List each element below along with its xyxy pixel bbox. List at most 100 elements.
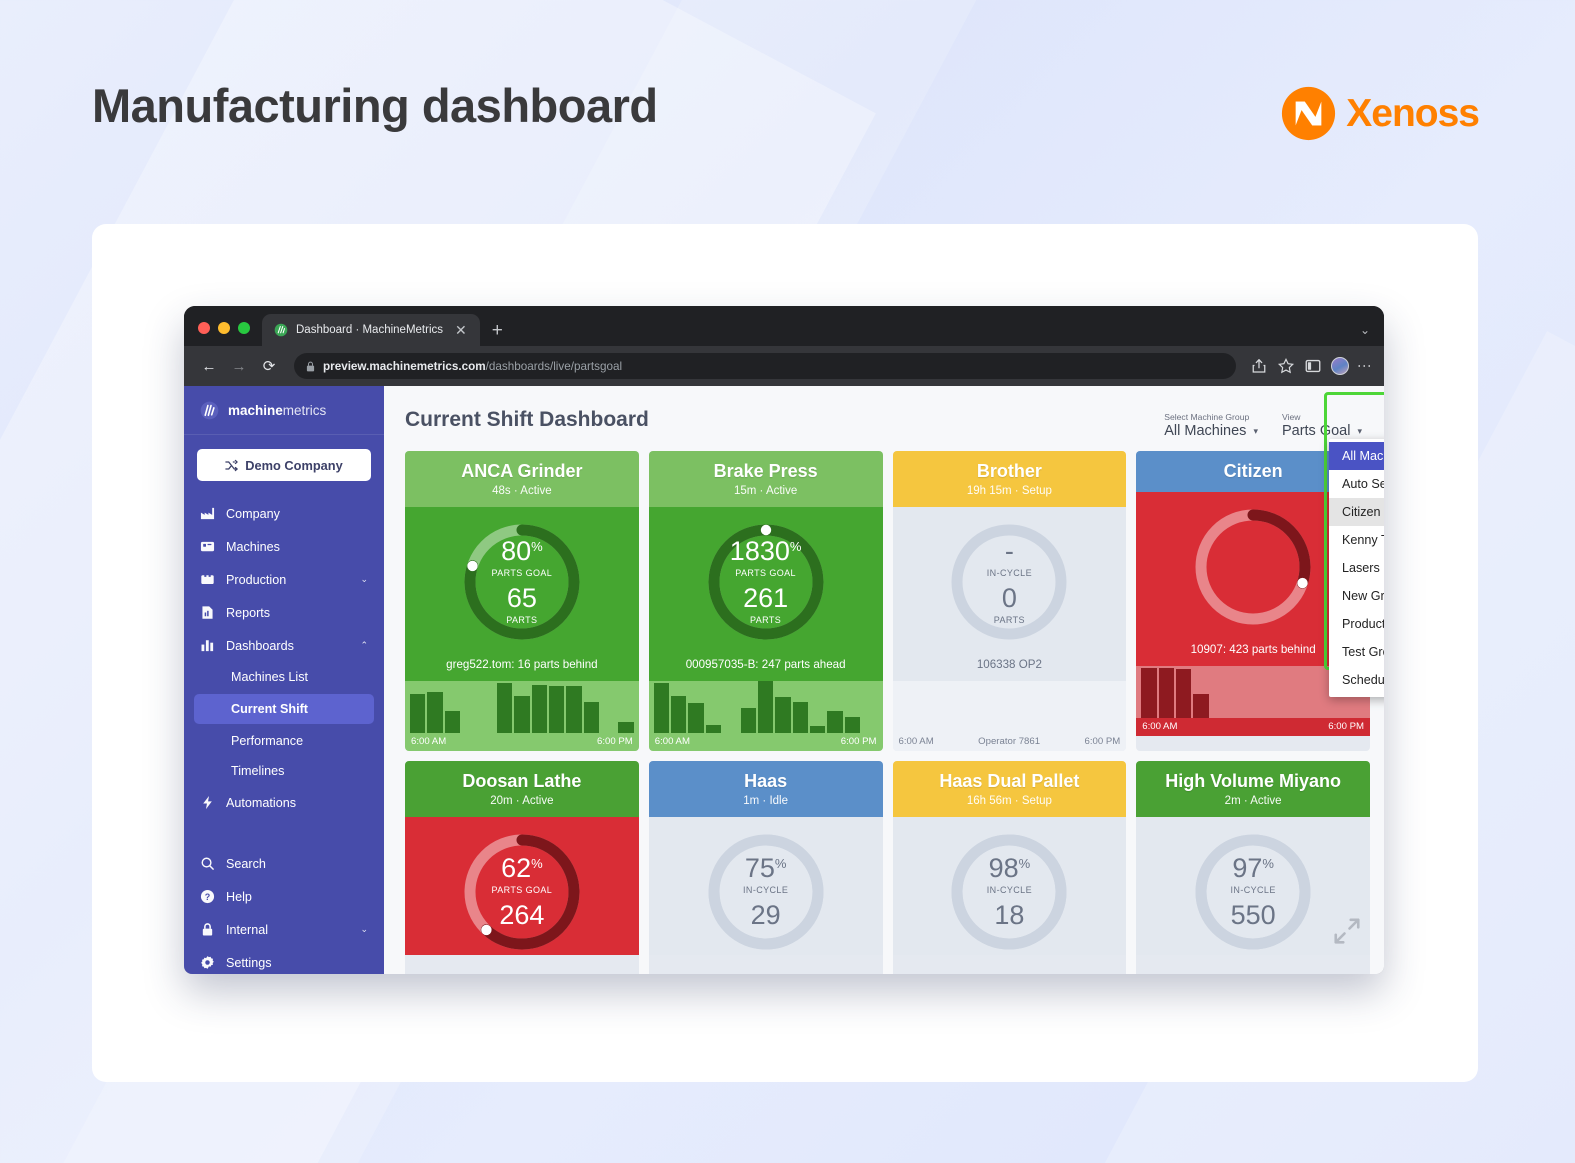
gauge-percent-value: - xyxy=(1004,536,1014,567)
sidebar-item-timelines[interactable]: Timelines xyxy=(231,764,285,778)
machine-name: High Volume Miyano xyxy=(1165,770,1341,791)
parts-goal-gauge xyxy=(1190,504,1316,630)
machine-icon xyxy=(200,541,215,552)
chevron-up-icon: ⌃ xyxy=(360,640,368,650)
sparkline-bar xyxy=(514,696,530,733)
machine-name: Brake Press xyxy=(713,461,818,481)
gauge-label: PARTS GOAL xyxy=(491,884,553,895)
machine-group-select[interactable]: Select Machine Group All Machines ▾ xyxy=(1164,412,1258,439)
sparkline-bar xyxy=(844,717,861,733)
shift-end-time: 6:00 PM xyxy=(1328,720,1364,732)
gauge-percent: 75% xyxy=(745,854,787,882)
minimize-window-button[interactable] xyxy=(218,322,230,334)
machine-group-value-text: All Machines xyxy=(1164,423,1247,439)
reload-button[interactable]: ⟳ xyxy=(262,358,276,375)
sidebar-item-internal[interactable]: Internal ⌄ xyxy=(184,913,384,946)
machine-card[interactable]: Brother 19h 15m · Setup - IN-CYCLE 0 PARTS 106… xyxy=(892,451,1127,751)
dropdown-option[interactable]: Citizen xyxy=(1329,498,1384,526)
dropdown-option[interactable]: Kenny Test xyxy=(1342,533,1384,547)
sidebar-item-label: Internal xyxy=(226,922,269,937)
gauge-percent-unit: % xyxy=(1262,855,1274,871)
sidebar-item-settings[interactable]: Settings xyxy=(184,946,384,974)
avatar[interactable] xyxy=(1331,357,1349,375)
chevron-down-icon[interactable]: ⌄ xyxy=(1359,323,1370,337)
gauge-arc xyxy=(708,524,824,640)
new-tab-button[interactable]: + xyxy=(491,320,503,341)
machine-card[interactable]: ANCA Grinder 48s · Active 80% PARTS GOAL 65 P… xyxy=(405,451,639,751)
dropdown-option[interactable]: Test Group xyxy=(1342,645,1384,659)
maximize-window-button[interactable] xyxy=(238,322,250,334)
parts-goal-gauge: 80% PARTS GOAL 65 PARTS xyxy=(459,519,585,645)
gauge-label: IN-CYCLE xyxy=(743,884,789,895)
dashboard-header: Current Shift Dashboard Select Machine G… xyxy=(384,386,1384,439)
view-select[interactable]: View Parts Goal ▾ xyxy=(1282,412,1362,439)
view-value[interactable]: Parts Goal ▾ xyxy=(1282,423,1362,439)
expand-fullscreen-icon[interactable] xyxy=(1332,916,1362,946)
forward-button[interactable]: → xyxy=(231,357,247,375)
sidebar-item-current-shift[interactable]: Current Shift xyxy=(194,694,374,724)
machine-group-dropdown-menu[interactable]: All Machines Auto Setup Citizen Kenny Test L… xyxy=(1329,439,1384,697)
address-bar[interactable]: preview.machinemetrics.com/dashboards/li… xyxy=(294,353,1236,379)
machine-card[interactable]: Haas 1m · Idle 75% IN-CYCLE 29 xyxy=(648,760,883,974)
machine-card[interactable]: Doosan Lathe 20m · Active 62% PARTS GOAL 264 xyxy=(405,760,639,974)
sidebar-item-search[interactable]: Search xyxy=(184,847,384,880)
parts-goal-gauge: 62% PARTS GOAL 264 xyxy=(459,829,585,955)
close-tab-button[interactable]: ✕ xyxy=(455,322,467,338)
company-switcher-button[interactable]: Demo Company xyxy=(197,449,371,481)
window-controls[interactable] xyxy=(184,322,262,346)
sidebar-item-label: Search xyxy=(226,856,266,871)
sidebar-item-help[interactable]: ? Help xyxy=(184,880,384,913)
dropdown-option[interactable]: Lasers xyxy=(1342,561,1380,575)
sidebar-item-company[interactable]: Company xyxy=(184,497,384,530)
gauge-percent-value: 97 xyxy=(1232,852,1263,883)
dropdown-option[interactable]: All Machines xyxy=(1329,442,1384,470)
chevron-down-icon: ⌄ xyxy=(360,574,368,584)
gear-icon xyxy=(201,956,214,969)
sidebar-brand-text: machinemetrics xyxy=(228,403,326,418)
gauge-percent-value: 80 xyxy=(501,536,532,567)
sidebar-item-production[interactable]: Production ⌄ xyxy=(184,563,384,596)
machine-card-header: Doosan Lathe 20m · Active xyxy=(405,760,639,817)
sidebar-item-machines[interactable]: Machines xyxy=(184,530,384,563)
side-panel-icon[interactable] xyxy=(1304,357,1322,375)
dropdown-option[interactable]: Auto Setup xyxy=(1342,477,1384,491)
machine-group-value[interactable]: All Machines ▾ xyxy=(1164,423,1258,439)
sidebar-item-reports[interactable]: Reports xyxy=(184,596,384,629)
machine-card[interactable]: High Volume Miyano 2m · Active 97% IN-CYCLE… xyxy=(1136,760,1370,974)
parts-goal-gauge: 1830% PARTS GOAL 261 PARTS xyxy=(703,519,829,645)
dropdown-option[interactable]: New Group xyxy=(1342,589,1384,603)
shuffle-icon xyxy=(225,459,239,471)
machine-card-footer: 6:00 AM Operator 7861 6:00 PM xyxy=(892,732,1127,751)
bookmark-star-icon[interactable] xyxy=(1277,357,1295,375)
dropdown-option[interactable]: Production Area A xyxy=(1342,617,1384,631)
machine-status: 19h 15m · Setup xyxy=(966,484,1052,497)
gauge-center xyxy=(1190,504,1316,630)
sidebar-item-automations[interactable]: Automations xyxy=(184,786,384,819)
dashboard-content: Current Shift Dashboard Select Machine G… xyxy=(384,386,1384,974)
browser-menu-button[interactable]: ⋮ xyxy=(1357,359,1373,373)
sidebar-brand[interactable]: machinemetrics xyxy=(184,386,384,435)
machine-card[interactable]: Brake Press 15m · Active 1830% PARTS GOAL 26… xyxy=(648,451,883,751)
machine-card[interactable]: Haas Dual Pallet 16h 56m · Setup 98% IN-CYC… xyxy=(892,760,1127,974)
browser-tab[interactable]: Dashboard · MachineMetrics ✕ xyxy=(262,314,480,346)
hourly-parts-sparkline xyxy=(405,680,639,733)
sidebar-item-machines-list[interactable]: Machines List xyxy=(231,670,308,684)
gauge-percent-unit: % xyxy=(531,855,543,871)
dropdown-option[interactable]: Scheduled xyxy=(1342,673,1384,687)
sidebar-item-performance[interactable]: Performance xyxy=(231,734,304,748)
close-window-button[interactable] xyxy=(198,322,210,334)
sparkline-bar xyxy=(531,684,547,733)
nav-spacer xyxy=(184,819,384,847)
machine-status: 16h 56m · Setup xyxy=(966,794,1052,807)
gauge-percent-unit: % xyxy=(531,539,543,555)
back-button[interactable]: ← xyxy=(201,357,217,375)
machine-card-footer: 6:00 AM 6:00 PM xyxy=(405,732,639,751)
machine-note: 000957035-B: 247 parts ahead xyxy=(648,644,883,681)
sidebar-item-dashboards[interactable]: Dashboards ⌃ xyxy=(184,629,384,662)
xenoss-logo-icon xyxy=(1282,86,1336,141)
machine-status: 1m · Idle xyxy=(743,794,788,807)
address-bar-text: preview.machinemetrics.com/dashboards/li… xyxy=(323,360,622,373)
machine-note: 106338 OP2 xyxy=(892,644,1127,681)
share-icon[interactable] xyxy=(1250,357,1268,375)
shift-end-time: 6:00 PM xyxy=(1084,735,1121,747)
